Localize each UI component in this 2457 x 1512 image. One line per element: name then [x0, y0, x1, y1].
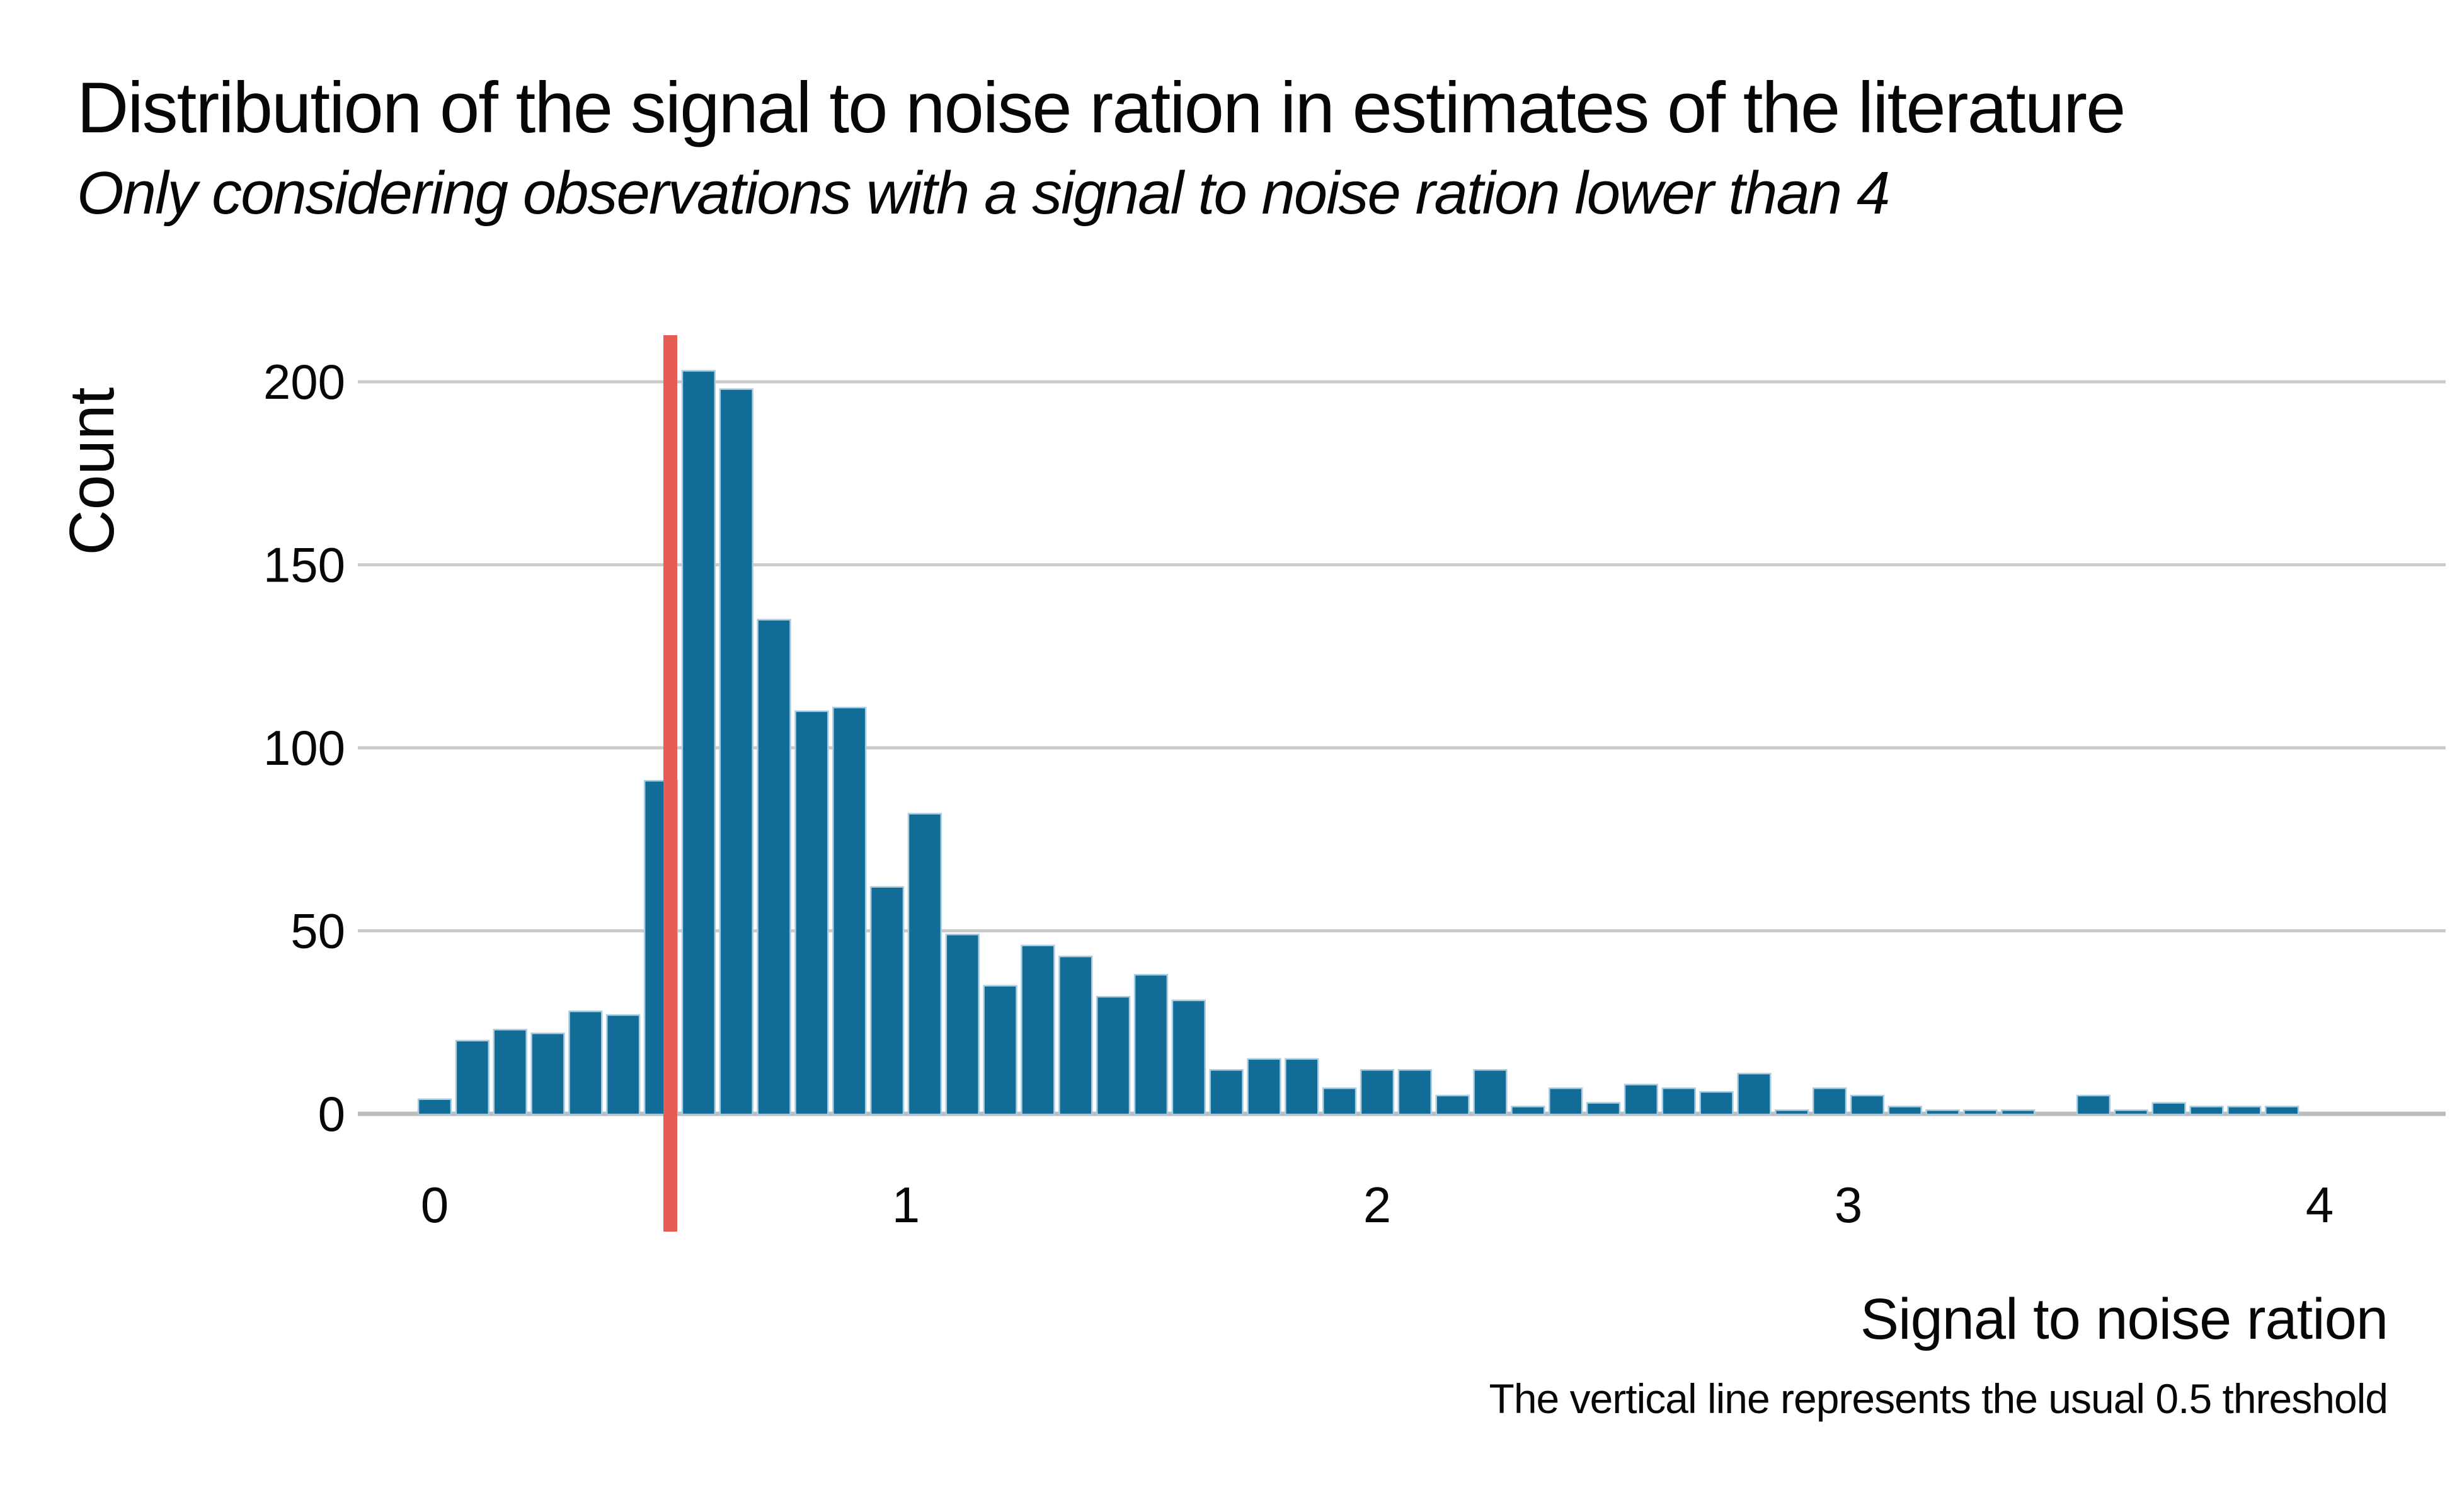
histogram-bar [1435, 1094, 1470, 1116]
y-tick-label: 50 [290, 903, 345, 959]
histogram-bar [1171, 999, 1206, 1116]
histogram-bar [1021, 944, 1055, 1116]
histogram-bar [869, 886, 905, 1116]
histogram-bar [1473, 1069, 1508, 1116]
histogram-bar [568, 1011, 603, 1116]
x-tick-label: 2 [1363, 1177, 1392, 1233]
histogram-bar [794, 710, 829, 1116]
histogram-bar [1397, 1069, 1433, 1116]
histogram-bar [832, 706, 867, 1116]
histogram-bar [2264, 1106, 2300, 1116]
threshold-vline [663, 335, 677, 1232]
histogram-bar [2001, 1109, 2036, 1116]
chart-subtitle: Only considering observations with a sig… [77, 159, 1890, 227]
histogram-bar [1096, 995, 1131, 1116]
histogram-bar [2076, 1094, 2111, 1116]
y-tick-label: 0 [318, 1086, 345, 1142]
histogram-bar [2227, 1106, 2262, 1116]
histogram-bar [455, 1040, 490, 1116]
histogram-bar [1586, 1102, 1621, 1116]
histogram-bar [1737, 1072, 1772, 1116]
histogram-bar [606, 1014, 641, 1116]
x-axis-label: Signal to noise ration [1860, 1287, 2388, 1351]
y-tick-label: 200 [263, 354, 345, 410]
histogram-bar [1247, 1058, 1281, 1116]
histogram-bar [2189, 1106, 2224, 1116]
y-axis-label: Count [57, 387, 127, 555]
histogram-bar [1322, 1087, 1357, 1116]
x-tick-label: 0 [421, 1177, 449, 1233]
x-tick-label: 4 [2306, 1177, 2334, 1233]
histogram-bar [417, 1098, 452, 1116]
histogram-bar [1209, 1069, 1244, 1116]
histogram-bar [1511, 1106, 1545, 1116]
histogram-bar [907, 813, 942, 1116]
histogram-bar [1058, 955, 1093, 1116]
histogram-bar [1549, 1087, 1583, 1116]
x-tick-label: 1 [892, 1177, 920, 1233]
histogram-bar [2114, 1109, 2148, 1116]
histogram-bar [1699, 1091, 1734, 1116]
histogram-bar [493, 1029, 527, 1116]
histogram-bar [945, 934, 980, 1116]
threshold-caption: The vertical line represents the usual 0… [1489, 1375, 2388, 1422]
histogram-bar [1133, 973, 1169, 1116]
histogram-bar [1775, 1109, 1809, 1116]
histogram-bar [719, 388, 753, 1116]
histogram-bar [1812, 1087, 1847, 1116]
x-tick-label: 3 [1835, 1177, 1863, 1233]
histogram-bar [1925, 1109, 1960, 1116]
histogram-bar [1850, 1094, 1885, 1116]
histogram-bar [1963, 1109, 1998, 1116]
histogram-bar [1285, 1058, 1319, 1116]
histogram-bar [530, 1032, 565, 1116]
histogram-bar [757, 619, 791, 1116]
histogram-bar [1360, 1069, 1395, 1116]
histogram-bar [681, 370, 716, 1116]
histogram-bar [1661, 1087, 1696, 1116]
histogram-bar [1887, 1106, 1922, 1116]
histogram-bar [983, 985, 1017, 1116]
y-tick-label: 100 [263, 720, 345, 776]
histogram-bar [2151, 1102, 2186, 1116]
y-tick-label: 150 [263, 537, 345, 593]
histogram-bar [1624, 1084, 1659, 1116]
chart-title: Distribution of the signal to noise rati… [77, 68, 2126, 148]
